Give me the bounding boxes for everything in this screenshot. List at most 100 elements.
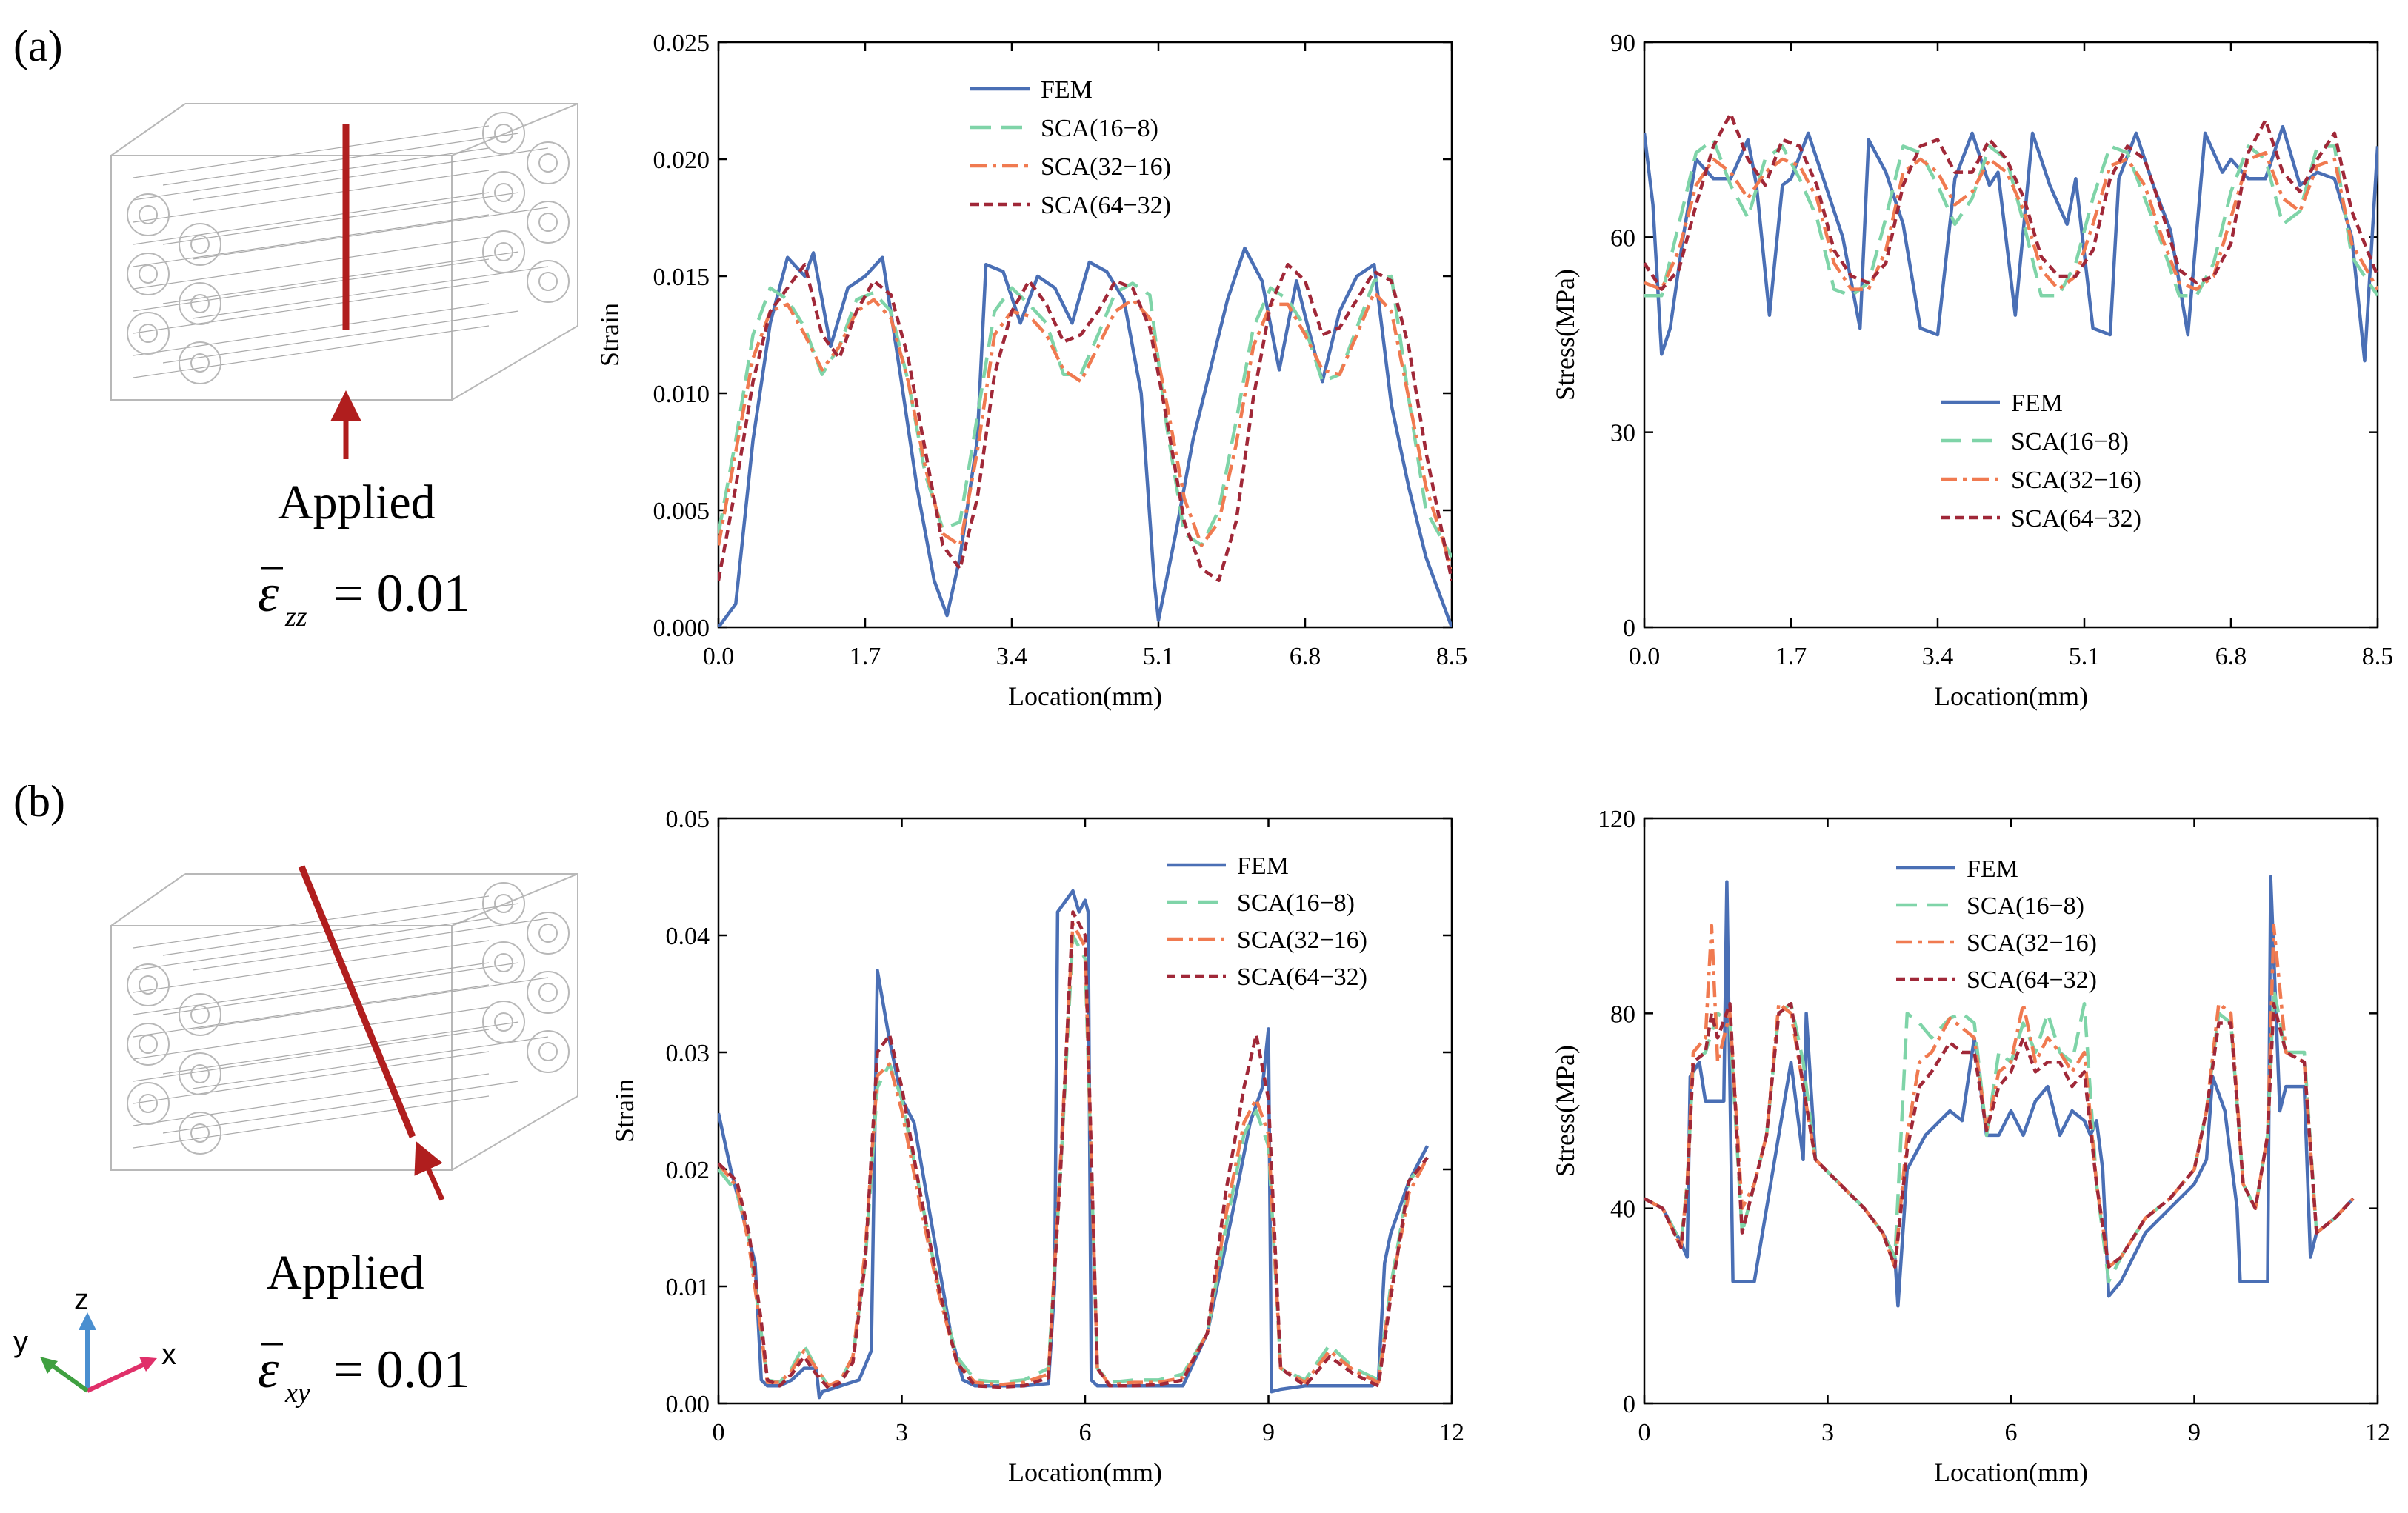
x-tick-label: 9 — [2188, 1419, 2201, 1446]
x-axis-title: Location(mm) — [1934, 681, 2088, 711]
y-tick-label: 60 — [1610, 224, 1635, 252]
legend-label: FEM — [2011, 390, 2063, 417]
legend-label: SCA(32−16) — [1041, 153, 1171, 181]
series-line-fem — [1644, 875, 2355, 1308]
y-tick-label: 0.025 — [653, 30, 710, 57]
x-tick-label: 3 — [1821, 1419, 1834, 1446]
svg-text:= 0.01: = 0.01 — [333, 1340, 470, 1399]
svg-text:ε: ε — [258, 564, 279, 623]
x-tick-label: 1.7 — [850, 643, 881, 670]
x-tick-label: 6 — [2005, 1419, 2018, 1446]
y-tick-label: 0.00 — [666, 1391, 710, 1418]
y-tick-label: 0.005 — [653, 498, 710, 525]
y-axis-title: Strain — [610, 1079, 639, 1143]
series-line-sca-64-32- — [718, 910, 1429, 1390]
series-line-fem — [718, 246, 1452, 627]
y-tick-label: 120 — [1598, 806, 1635, 833]
legend-label: SCA(16−8) — [1041, 115, 1158, 142]
formula-a: ε zz = 0.01 — [258, 564, 470, 632]
x-tick-label: 0.0 — [703, 643, 735, 670]
y-tick-label: 0.02 — [666, 1157, 710, 1184]
panel-tag-a: (a) — [13, 21, 63, 70]
y-tick-label: 0.010 — [653, 381, 710, 408]
legend-label: SCA(16−8) — [1237, 889, 1355, 917]
x-tick-label: 0 — [713, 1419, 725, 1446]
axis-y-label: y — [13, 1326, 28, 1358]
y-tick-label: 80 — [1610, 1001, 1635, 1028]
y-tick-label: 0.04 — [666, 923, 710, 950]
series-line-sca-64-32- — [718, 262, 1452, 583]
y-tick-label: 30 — [1610, 420, 1635, 447]
panel-tag-b: (b) — [13, 777, 65, 826]
axis-z-label: z — [74, 1283, 89, 1316]
x-axis-title: Location(mm) — [1934, 1457, 2088, 1487]
legend-label: SCA(64−32) — [1967, 966, 2097, 994]
x-tick-label: 6.8 — [1290, 643, 1321, 670]
axes-triad: z y x — [13, 1283, 176, 1393]
applied-label-a: Applied — [278, 475, 436, 530]
legend-label: SCA(64−32) — [2011, 505, 2141, 532]
x-tick-label: 12 — [2365, 1419, 2390, 1446]
x-tick-label: 9 — [1262, 1419, 1275, 1446]
y-tick-label: 0.020 — [653, 147, 710, 174]
x-tick-label: 3.4 — [996, 643, 1028, 670]
chart-b-stress: 0 3 6 9 1204080120Location(mm)Stress(MPa)FEM… — [1550, 806, 2390, 1487]
legend-label: FEM — [1237, 852, 1289, 880]
x-tick-label: 0 — [1638, 1419, 1651, 1446]
series-line-sca-64-32- — [1644, 112, 2378, 291]
x-tick-label: 6.8 — [2215, 643, 2247, 670]
load-arrow-b — [414, 1140, 445, 1201]
series-line-sca-32-16- — [718, 921, 1429, 1388]
series-line-sca-32-16- — [718, 290, 1452, 570]
x-tick-label: 6 — [1079, 1419, 1092, 1446]
chart-a-strain: 0.0 1.7 3.4 5.1 6.8 8.5 0.000 0.005 0.010 0.015 0.… — [595, 30, 1467, 711]
x-tick-label: 1.7 — [1775, 643, 1807, 670]
load-line-b — [298, 865, 416, 1138]
y-axis-title: Stress(MPa) — [1550, 1045, 1580, 1177]
x-tick-label: 12 — [1439, 1419, 1464, 1446]
chart-b-strain: 0 3 6 9 12 0.00 0.01 0.02 0.03 0.04 0.05 Location(m… — [610, 806, 1464, 1487]
x-axis-title: Location(mm) — [1008, 1457, 1162, 1487]
plot-frame — [1643, 41, 2379, 629]
y-tick-label: 0.015 — [653, 264, 710, 291]
x-tick-label: 5.1 — [1143, 643, 1175, 670]
x-axis-title: Location(mm) — [1008, 681, 1162, 711]
axis-x-label: x — [161, 1338, 176, 1371]
formula-b: ε xy = 0.01 — [258, 1340, 470, 1409]
unit-cell-illustration-a — [110, 103, 578, 401]
series-line-sca-16-8- — [718, 274, 1452, 558]
y-tick-label: 0.03 — [666, 1040, 710, 1067]
y-tick-label: 40 — [1610, 1196, 1635, 1223]
legend-label: FEM — [1041, 76, 1093, 104]
x-tick-label: 8.5 — [2362, 643, 2394, 670]
legend-label: SCA(32−16) — [2011, 467, 2141, 494]
y-axis-title: Stress(MPa) — [1550, 269, 1580, 401]
unit-cell-illustration-b — [110, 873, 578, 1171]
x-tick-label: 3 — [896, 1419, 908, 1446]
svg-text:xy: xy — [284, 1377, 310, 1409]
applied-label-b: Applied — [267, 1246, 424, 1300]
y-tick-label: 0 — [1623, 1391, 1635, 1418]
legend-label: FEM — [1967, 855, 2018, 883]
y-tick-label: 90 — [1610, 30, 1635, 57]
x-tick-label: 0.0 — [1629, 643, 1661, 670]
y-tick-label: 0.000 — [653, 615, 710, 642]
legend-label: SCA(32−16) — [1967, 929, 2097, 957]
y-tick-label: 0.05 — [666, 806, 710, 833]
chart-a-stress: 0.0 1.7 3.4 5.1 6.8 8.5 0 30 60 90 Location(mm) Str… — [1550, 30, 2393, 711]
svg-text:ε: ε — [258, 1340, 279, 1399]
x-tick-label: 5.1 — [2069, 643, 2101, 670]
legend-label: SCA(16−8) — [1967, 892, 2084, 920]
legend-label: SCA(64−32) — [1237, 963, 1367, 991]
legend-label: SCA(16−8) — [2011, 428, 2129, 455]
x-tick-label: 8.5 — [1436, 643, 1468, 670]
legend-label: SCA(64−32) — [1041, 192, 1171, 219]
y-axis-title: Strain — [595, 303, 624, 367]
series-line-sca-64-32- — [1644, 1001, 2355, 1269]
legend-label: SCA(32−16) — [1237, 926, 1367, 954]
series-line-sca-16-8- — [718, 933, 1429, 1388]
x-tick-label: 3.4 — [1922, 643, 1954, 670]
svg-text:= 0.01: = 0.01 — [333, 564, 470, 623]
plot-frame — [717, 41, 1453, 629]
